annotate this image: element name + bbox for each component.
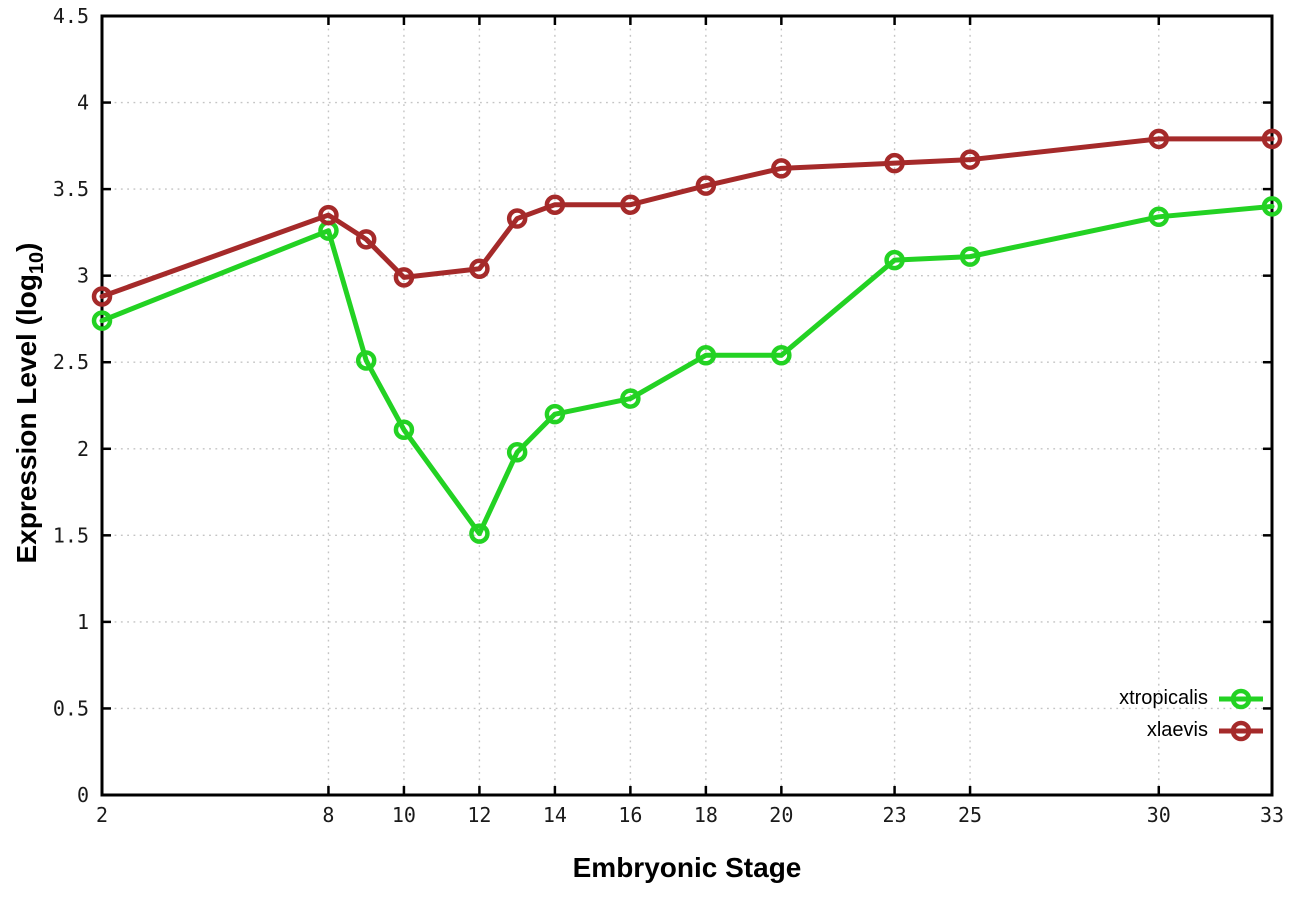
data-point-marker-xtropicalis bbox=[695, 345, 717, 366]
x-tick-label: 8 bbox=[322, 803, 334, 827]
data-point-marker-xlaevis bbox=[959, 149, 981, 170]
x-tick-label: 20 bbox=[769, 803, 793, 827]
series-line-xlaevis bbox=[99, 136, 1275, 299]
y-axis-title-suffix: ) bbox=[11, 242, 43, 252]
data-point-marker-xtropicalis bbox=[469, 523, 490, 544]
data-point-marker-xlaevis bbox=[469, 258, 490, 279]
data-point-marker-xlaevis bbox=[544, 194, 566, 215]
data-point-marker-xlaevis bbox=[884, 152, 905, 174]
x-tick-label: 10 bbox=[392, 803, 416, 827]
data-point-marker-xtropicalis bbox=[959, 246, 981, 267]
legend: xtropicalis xlaevis bbox=[1119, 683, 1264, 746]
legend-entry-xtropicalis: xtropicalis bbox=[1119, 683, 1264, 714]
data-point-marker-xtropicalis bbox=[1261, 196, 1283, 217]
data-point-marker-xtropicalis bbox=[884, 249, 905, 271]
data-point-marker-xlaevis bbox=[1148, 128, 1170, 150]
legend-label-xlaevis: xlaevis bbox=[1146, 719, 1208, 741]
legend-sample-circle bbox=[1230, 720, 1252, 741]
y-tick-label: 0.5 bbox=[53, 696, 89, 720]
x-tick-label: 30 bbox=[1147, 803, 1171, 827]
y-tick-label: 1.5 bbox=[53, 523, 89, 547]
y-axis-title-subscript: 10 bbox=[25, 251, 48, 275]
x-tick-label: 33 bbox=[1260, 803, 1284, 827]
x-tick-label: 2 bbox=[96, 803, 108, 827]
legend-entry-xlaevis: xlaevis bbox=[1147, 715, 1264, 746]
x-tick-label: 18 bbox=[694, 803, 718, 827]
data-point-marker-xlaevis bbox=[771, 158, 792, 179]
data-point-marker-xlaevis bbox=[1261, 128, 1283, 150]
y-tick-label: 3 bbox=[77, 264, 89, 288]
y-axis-title-text: Expression Level (log bbox=[11, 274, 43, 564]
data-point-marker-xtropicalis bbox=[91, 310, 113, 331]
data-point-marker-xlaevis bbox=[506, 208, 528, 229]
x-tick-label: 14 bbox=[543, 803, 567, 827]
data-point-marker-xtropicalis bbox=[620, 388, 641, 409]
data-point-marker-xlaevis bbox=[695, 175, 717, 196]
x-tick-label: 16 bbox=[618, 803, 642, 827]
data-point-marker-xlaevis bbox=[620, 194, 641, 215]
plot-border bbox=[100, 14, 1274, 797]
data-point-marker-xlaevis bbox=[318, 204, 339, 226]
y-tick-label: 4.5 bbox=[53, 4, 89, 28]
y-tick-label: 3.5 bbox=[53, 177, 89, 201]
y-tick-label: 0 bbox=[77, 783, 89, 807]
data-point-marker-xtropicalis bbox=[355, 350, 377, 371]
y-tick-label: 1 bbox=[77, 610, 89, 634]
x-tick-label: 25 bbox=[958, 803, 982, 827]
data-point-marker-xtropicalis bbox=[771, 345, 792, 366]
legend-sample-xtropicalis-icon bbox=[1219, 688, 1263, 709]
y-axis-title: Expression Level (log10) bbox=[11, 243, 49, 564]
data-point-marker-xtropicalis bbox=[544, 403, 566, 425]
x-tick-label: 23 bbox=[883, 803, 907, 827]
series-line-xtropicalis bbox=[99, 203, 1275, 537]
y-tick-label: 2.5 bbox=[53, 350, 89, 374]
y-tick-label: 2 bbox=[77, 437, 89, 461]
legend-sample-circle bbox=[1230, 688, 1252, 709]
y-tick-label: 4 bbox=[77, 91, 89, 115]
x-tick-label: 12 bbox=[467, 803, 491, 827]
data-point-marker-xlaevis bbox=[355, 229, 377, 250]
legend-label-xtropicalis: xtropicalis bbox=[1119, 687, 1208, 709]
x-axis-title: Embryonic Stage bbox=[572, 852, 802, 883]
data-point-marker-xlaevis bbox=[91, 286, 113, 307]
legend-sample-xlaevis-icon bbox=[1219, 720, 1263, 741]
data-point-marker-xtropicalis bbox=[393, 419, 415, 440]
data-point-marker-xtropicalis bbox=[1148, 206, 1170, 228]
data-point-marker-xtropicalis bbox=[506, 441, 528, 463]
data-point-marker-xlaevis bbox=[393, 267, 415, 288]
